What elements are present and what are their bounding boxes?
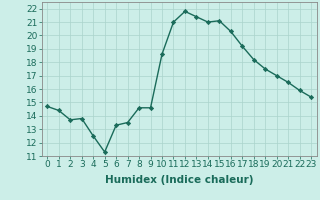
X-axis label: Humidex (Indice chaleur): Humidex (Indice chaleur) [105, 175, 253, 185]
